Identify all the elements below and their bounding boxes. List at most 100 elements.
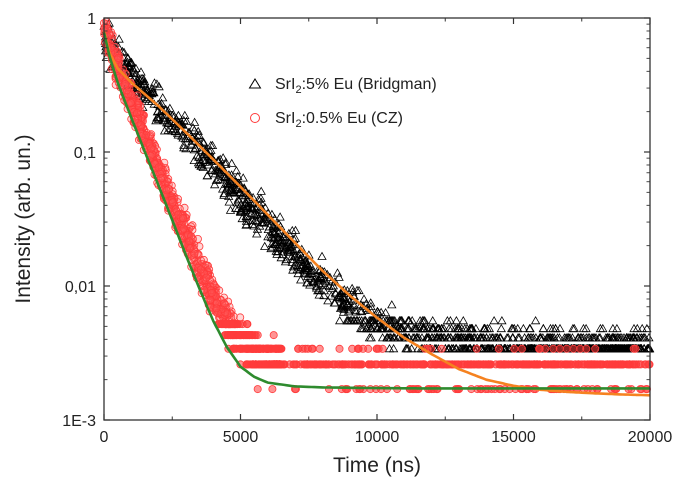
bridgman-point <box>203 155 214 165</box>
bridgman-point <box>524 323 535 333</box>
bridgman-point <box>181 116 192 125</box>
bridgman-point <box>574 333 584 342</box>
bridgman-point <box>348 287 358 296</box>
bridgman-point <box>355 306 365 315</box>
bridgman-point <box>210 179 220 189</box>
bridgman-point <box>122 57 133 66</box>
bridgman-point <box>385 315 395 325</box>
cz-point <box>510 344 519 353</box>
bridgman-point <box>253 194 264 203</box>
cz-point <box>341 360 350 369</box>
cz-point <box>316 360 325 369</box>
fit-curve-cz <box>102 32 650 390</box>
cz-point <box>212 298 221 307</box>
bridgman-point <box>316 273 326 283</box>
bridgman-point <box>243 200 253 209</box>
bridgman-point <box>612 323 622 333</box>
bridgman-point <box>332 268 343 277</box>
bridgman-point <box>189 155 199 164</box>
x-tick-label: 10000 <box>355 429 400 446</box>
bridgman-point <box>188 123 198 132</box>
bridgman-point <box>259 214 269 223</box>
bridgman-point <box>384 343 395 353</box>
cz-point <box>154 163 163 172</box>
cz-point <box>121 80 130 89</box>
bridgman-point <box>219 190 229 199</box>
bridgman-point <box>268 233 279 243</box>
cz-point <box>185 237 194 246</box>
cz-point <box>305 360 314 369</box>
cz-point <box>268 385 277 394</box>
cz-point <box>494 344 503 353</box>
bridgman-point <box>219 188 229 198</box>
bridgman-point <box>241 211 251 220</box>
bridgman-point <box>319 285 329 295</box>
bridgman-point <box>428 315 438 325</box>
cz-point <box>271 360 280 369</box>
bridgman-markers <box>99 18 655 353</box>
bridgman-point <box>233 194 244 203</box>
bridgman-point <box>497 315 507 325</box>
bridgman-point <box>496 323 506 333</box>
y-tick-label: 0,01 <box>65 279 96 296</box>
bridgman-point <box>412 333 422 342</box>
bridgman-point <box>417 333 427 342</box>
bridgman-point <box>206 140 216 149</box>
bridgman-point <box>397 323 408 333</box>
cz-point <box>285 360 294 369</box>
bridgman-point <box>227 158 237 167</box>
bridgman-point <box>629 323 639 333</box>
cz-point <box>571 360 580 369</box>
bridgman-point <box>538 333 548 342</box>
bridgman-point <box>550 323 561 333</box>
bridgman-point <box>527 343 537 353</box>
bridgman-point <box>230 177 240 186</box>
bridgman-point <box>224 197 234 206</box>
cz-point <box>269 331 278 340</box>
bridgman-point <box>334 272 344 281</box>
bridgman-point <box>260 241 270 250</box>
bridgman-point <box>366 298 376 307</box>
bridgman-point <box>319 290 329 300</box>
bridgman-point <box>459 343 469 353</box>
bridgman-point <box>249 221 259 230</box>
bridgman-point <box>196 161 206 170</box>
bridgman-point <box>158 93 168 102</box>
bridgman-point <box>435 333 445 342</box>
cz-point <box>521 360 530 369</box>
bridgman-point <box>554 333 565 342</box>
bridgman-point <box>287 225 297 235</box>
bridgman-point <box>231 184 242 194</box>
cz-point <box>562 360 571 369</box>
cz-point <box>472 344 481 353</box>
bridgman-point <box>595 323 606 333</box>
bridgman-point <box>218 184 228 193</box>
bridgman-point <box>636 333 647 342</box>
bridgman-point <box>388 333 399 342</box>
cz-point <box>234 331 243 340</box>
bridgman-point <box>160 116 170 125</box>
bridgman-point <box>256 193 266 202</box>
bridgman-point <box>346 315 357 325</box>
bridgman-point <box>578 323 589 333</box>
bridgman-point <box>364 333 375 342</box>
bridgman-point <box>226 184 236 193</box>
bridgman-point <box>415 315 425 325</box>
bridgman-point <box>258 217 269 226</box>
bridgman-point <box>402 343 412 353</box>
bridgman-point <box>644 333 654 342</box>
bridgman-point <box>269 227 279 236</box>
bridgman-point <box>432 323 443 333</box>
x-tick-label: 0 <box>100 429 109 446</box>
bridgman-point <box>346 302 357 312</box>
bridgman-point <box>568 323 578 333</box>
bridgman-point <box>191 143 201 152</box>
bridgman-point <box>366 301 376 310</box>
y-tick-label: 1E-3 <box>62 413 96 430</box>
bridgman-point <box>225 176 235 185</box>
cz-point <box>541 344 550 353</box>
bridgman-point <box>206 153 216 162</box>
cz-point <box>631 344 640 353</box>
cz-point <box>168 198 177 207</box>
bridgman-point <box>123 53 133 62</box>
